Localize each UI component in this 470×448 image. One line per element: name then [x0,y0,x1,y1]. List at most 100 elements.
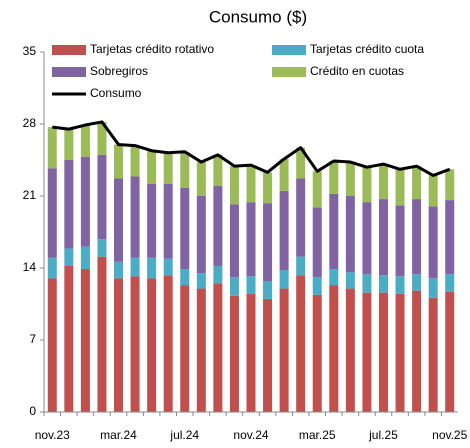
bar-segment [445,291,455,412]
bar-segment [213,185,223,266]
bar-segment [263,203,273,282]
bar-segment [196,162,206,196]
bar-segment [64,265,74,412]
bar-segment [296,275,306,412]
bar-segment [47,257,57,279]
bar-segment [80,269,90,412]
bar-segment [114,261,124,279]
bar-segment [246,202,256,277]
y-tick-label: 35 [23,44,37,58]
bar-segment [395,169,405,206]
bar-segment [163,183,173,259]
bar-segment [279,270,289,289]
bar-segment [362,292,372,412]
bar-segment [163,275,173,412]
bar-segment [279,190,289,271]
bar-segment [263,172,273,204]
bar-segment [80,156,90,247]
bar-segment [97,239,107,257]
legend-label: Tarjetas crédito cuota [310,42,424,56]
bar-segment [114,278,124,412]
legend-label: Crédito en cuotas [310,64,404,78]
x-tick-label: nov.25 [432,428,467,442]
bar-segment [445,200,455,275]
bar-segment [329,269,339,286]
legend-swatch [272,45,306,55]
bar-segment [345,288,355,412]
y-tick-label: 28 [23,116,37,130]
bar-segment [296,178,306,257]
y-tick-label: 7 [29,332,36,346]
bar-segment [246,165,256,203]
bar-segment [412,199,422,275]
bar-segment [312,294,322,412]
bar-segment [362,202,372,275]
bar-segment [395,205,405,277]
bar-segment [246,293,256,412]
bar-segment [147,257,157,279]
bar-segment [428,297,438,412]
bar-segment [163,258,173,276]
chart-title: Consumo ($) [209,7,307,26]
bar-segment [345,272,355,289]
bar-segment [263,281,273,299]
bar-segment [97,256,107,412]
bar-segment [97,121,107,155]
bar-segment [329,161,339,194]
bar-segment [196,288,206,412]
bar-segment [114,144,124,179]
bar-segment [428,206,438,279]
bar-segment [163,152,173,184]
bar-segment [412,274,422,291]
legend-label: Consumo [90,86,142,100]
bar-segment [64,160,74,249]
bar-segment [130,176,140,258]
x-tick-label: nov.23 [35,428,70,442]
bar-segment [296,147,306,179]
bar-segment [213,283,223,412]
bar-segment [279,158,289,191]
bar-segment [229,277,239,296]
bar-segment [428,278,438,298]
bar-segment [196,196,206,274]
bar-segment [345,162,355,196]
bar-segment [196,273,206,289]
bar-segment [229,295,239,412]
bar-segment [329,285,339,412]
x-tick-label: jul.25 [368,428,398,442]
bar-segment [362,167,372,203]
bar-segment [378,199,388,276]
bar-segment [64,129,74,160]
bar-segment [362,274,372,293]
bar-segment [47,278,57,412]
bar-segment [180,269,190,286]
bar-segment [47,168,57,258]
bar-segment [80,125,90,157]
bar-segment [130,257,140,277]
bar-segment [263,298,273,412]
bar-segment [345,196,355,273]
bar-segment [130,276,140,412]
bar-segment [80,246,90,270]
bar-segment [229,204,239,278]
x-tick-label: mar.25 [299,428,336,442]
bar-segment [130,145,140,177]
legend-swatch [272,67,306,77]
bar-segment [312,171,322,208]
bar-segment [180,151,190,188]
bar-segment [395,293,405,412]
bar-segment [246,276,256,294]
bar-segment [445,274,455,292]
bar-segment [97,154,107,240]
bar-segment [47,127,57,169]
bar-segment [213,154,223,186]
x-tick-label: nov.24 [233,428,268,442]
legend-label: Sobregiros [90,64,148,78]
bar-segment [279,288,289,412]
bar-segment [428,175,438,207]
bar-segment [64,248,74,266]
x-tick-label: mar.24 [100,428,137,442]
legend-swatch [52,67,86,77]
y-tick-label: 0 [29,404,36,418]
